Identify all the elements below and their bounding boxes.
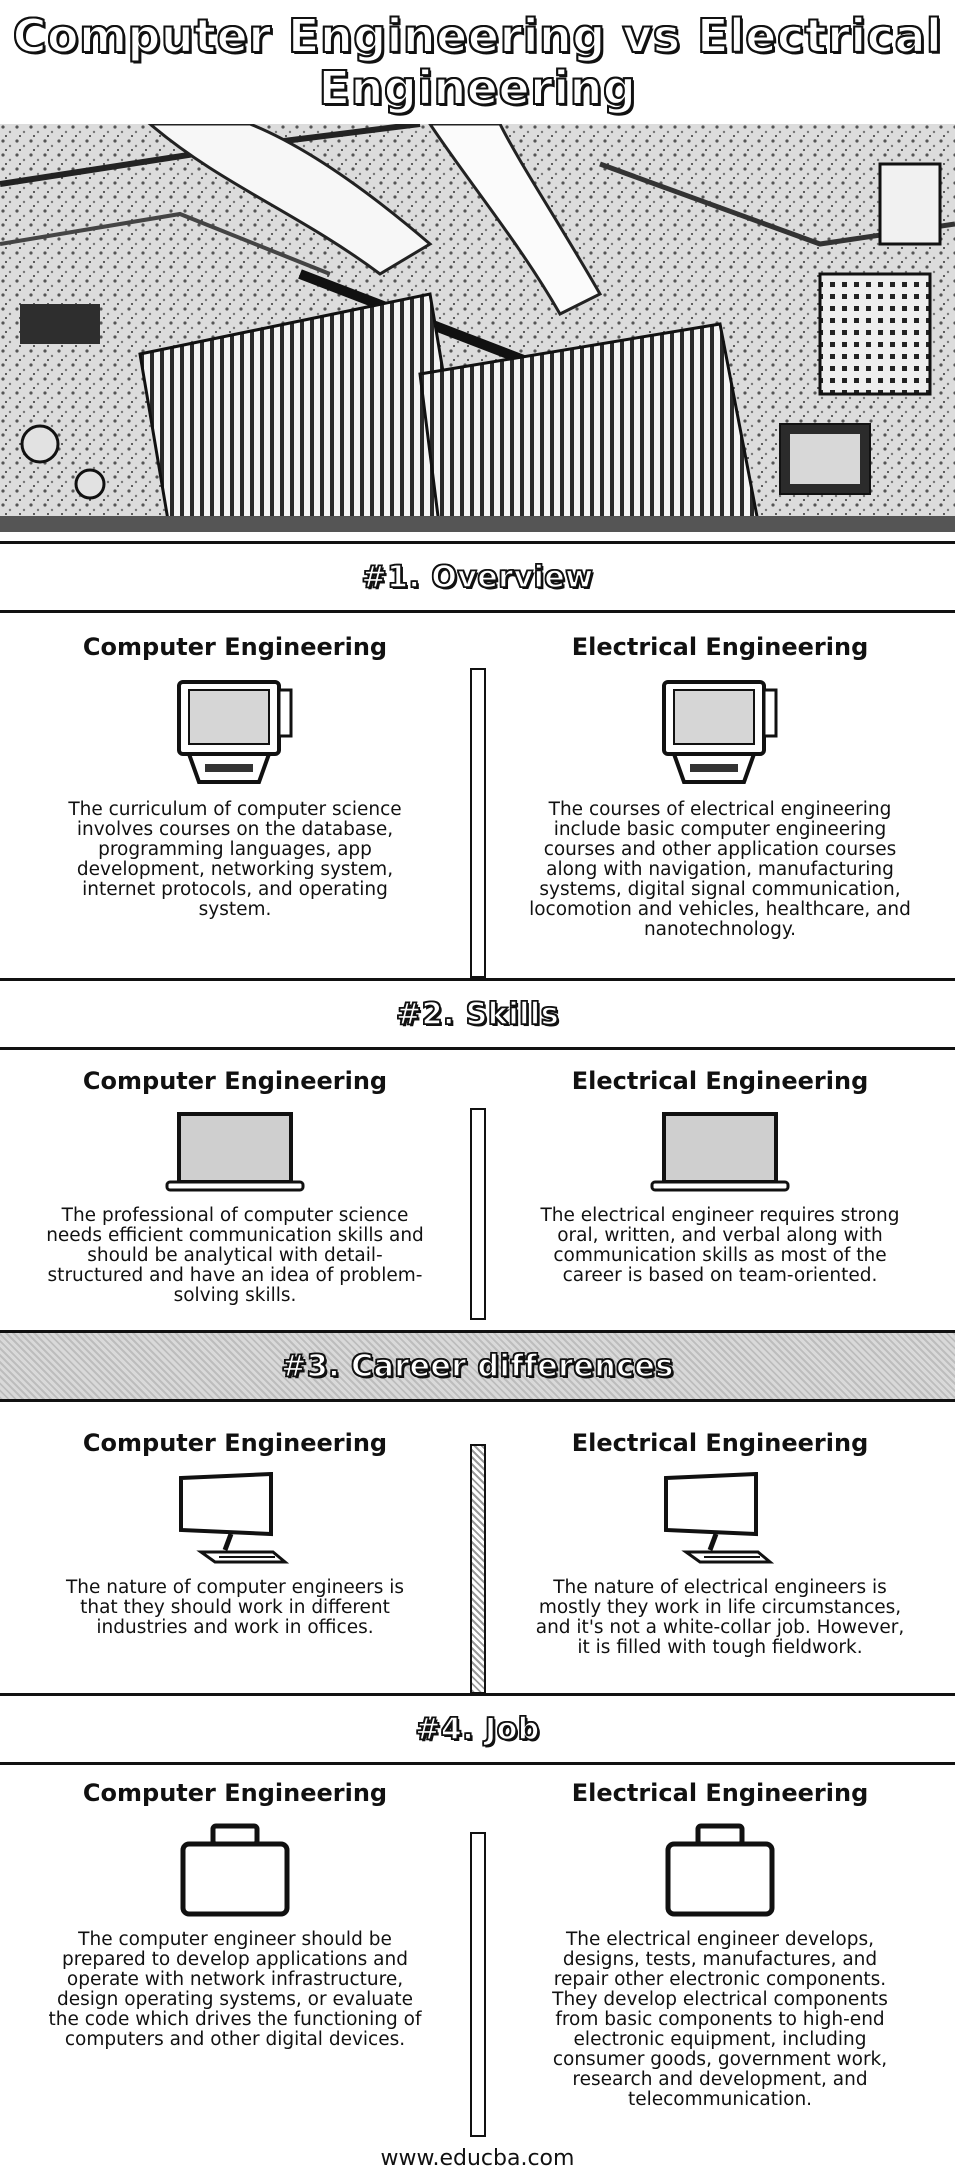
infographic-title: Computer Engineering vs Electrical Engin…: [0, 0, 955, 118]
section-header-career-differences: #3. Career differences: [0, 1330, 955, 1402]
section-header-job: #4. Job: [0, 1693, 955, 1765]
section-title: #3. Career differences: [280, 1348, 674, 1385]
career-electrical-column: Electrical Engineering The nature of ele…: [500, 1428, 940, 1658]
column-divider: [470, 668, 486, 978]
career-computer-column: Computer Engineering The nature of compu…: [15, 1428, 455, 1638]
column-title: Computer Engineering: [82, 1429, 388, 1457]
column-title: Electrical Engineering: [571, 633, 869, 661]
title-line-2: Engineering: [318, 61, 637, 115]
footer-url[interactable]: www.educba.com: [380, 2146, 575, 2171]
laptop-icon: [165, 1112, 305, 1192]
skills-computer-column: Computer Engineering The professional of…: [15, 1066, 455, 1306]
section-title: #1. Overview: [361, 559, 594, 596]
column-title: Electrical Engineering: [571, 1429, 869, 1457]
crt-monitor-icon: [662, 680, 778, 784]
section-header-overview: #1. Overview: [0, 541, 955, 613]
column-divider: [470, 1444, 486, 1694]
column-divider: [470, 1832, 486, 2137]
job-electrical-column: Electrical Engineering The electrical en…: [500, 1778, 940, 2110]
column-title: Computer Engineering: [82, 1779, 388, 1807]
briefcase-icon: [180, 1823, 290, 1917]
section-header-skills: #2. Skills: [0, 978, 955, 1050]
briefcase-icon: [665, 1823, 775, 1917]
title-line-1: Computer Engineering vs Electrical: [12, 9, 943, 63]
overview-electrical-text: The courses of electrical engineering in…: [529, 799, 911, 940]
section-title: #4. Job: [414, 1711, 540, 1748]
career-computer-text: The nature of computer engineers is that…: [66, 1577, 404, 1638]
crt-monitor-icon: [177, 680, 293, 784]
section-title: #2. Skills: [395, 996, 560, 1033]
column-title: Electrical Engineering: [571, 1067, 869, 1095]
desktop-monitor-icon: [664, 1472, 775, 1564]
skills-electrical-column: Electrical Engineering The electrical en…: [500, 1066, 940, 1286]
overview-computer-column: Computer Engineering The curriculum of c…: [15, 632, 455, 920]
circuit-board-illustration: [0, 124, 955, 532]
column-title: Electrical Engineering: [571, 1779, 869, 1807]
column-title: Computer Engineering: [82, 1067, 388, 1095]
skills-computer-text: The professional of computer science nee…: [46, 1205, 424, 1306]
job-electrical-text: The electrical engineer develops, design…: [552, 1929, 888, 2110]
column-title: Computer Engineering: [82, 633, 388, 661]
circuit-board-image: [0, 124, 955, 532]
overview-electrical-column: Electrical Engineering The courses of el…: [500, 632, 940, 940]
career-electrical-text: The nature of electrical engineers is mo…: [535, 1577, 905, 1658]
laptop-icon: [650, 1112, 790, 1192]
column-divider: [470, 1108, 486, 1320]
job-computer-text: The computer engineer should be prepared…: [48, 1929, 422, 2050]
overview-computer-text: The curriculum of computer science invol…: [68, 799, 402, 920]
desktop-monitor-icon: [179, 1472, 290, 1564]
job-computer-column: Computer Engineering The computer engine…: [15, 1778, 455, 2050]
skills-electrical-text: The electrical engineer requires strong …: [540, 1205, 900, 1286]
